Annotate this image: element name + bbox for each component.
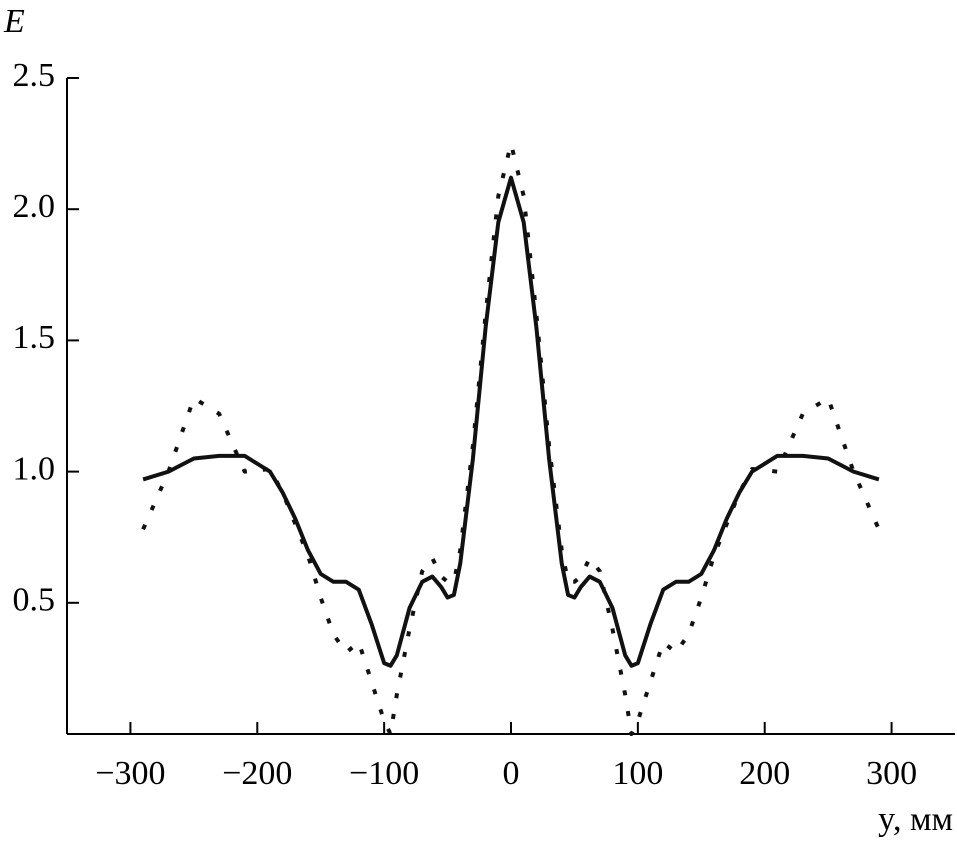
x-tick-label: 100 (612, 755, 663, 792)
x-tick-label: −100 (349, 755, 419, 792)
x-tick-label: −200 (222, 755, 292, 792)
x-axis-label: y, мм (878, 801, 953, 838)
data-line (142, 175, 880, 668)
y-tick-label: 0.5 (13, 582, 56, 619)
y-tick-label: 2.0 (13, 188, 56, 225)
y-tick-label: 2.5 (13, 57, 56, 94)
x-tick-label: 300 (866, 755, 917, 792)
y-tick-label: 1.5 (13, 319, 56, 356)
y-axis-label: E (3, 3, 25, 40)
y-tick-label: 1.0 (13, 450, 56, 487)
x-tick-label: 200 (739, 755, 790, 792)
data-line (141, 141, 881, 736)
x-tick-label: 0 (503, 755, 520, 792)
x-tick-label: −300 (95, 755, 165, 792)
